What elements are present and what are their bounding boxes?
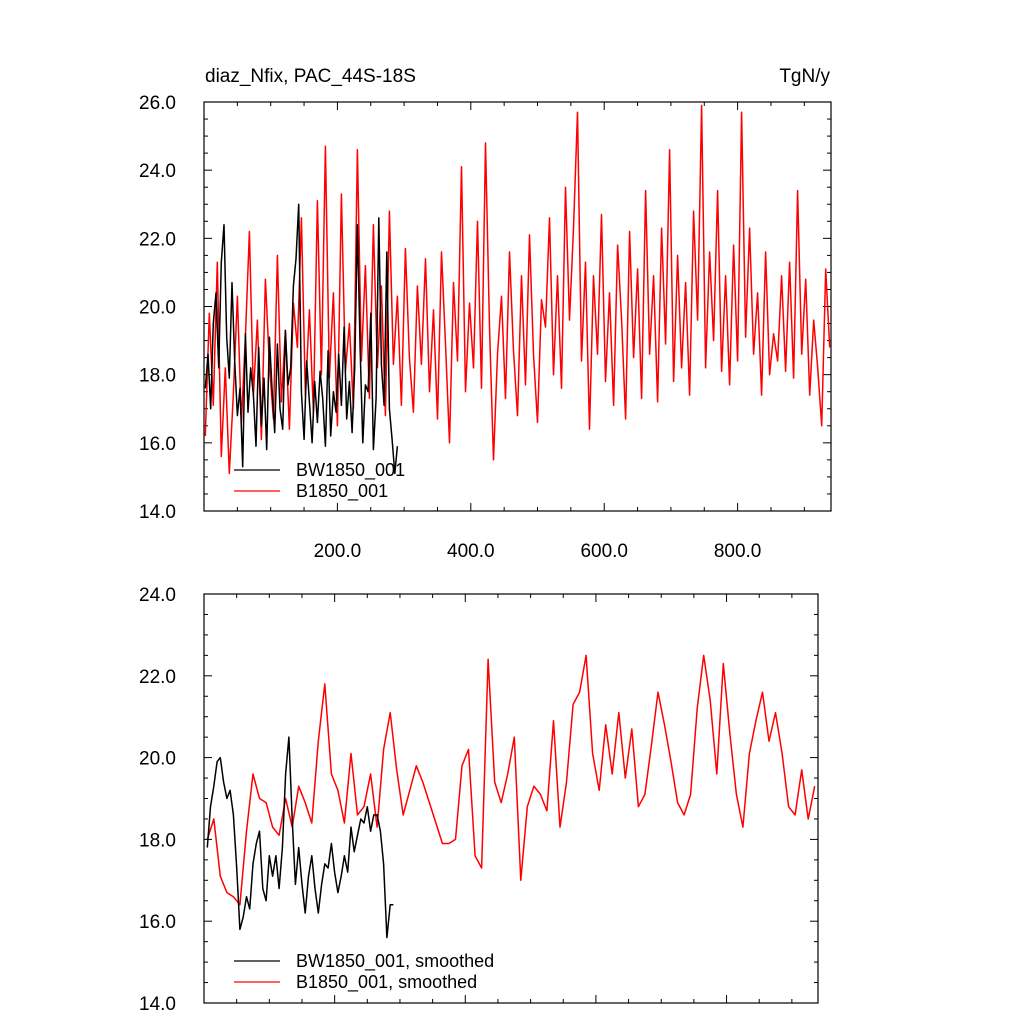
bottom-series-group	[206, 654, 816, 939]
top-ytick-label: 22.0	[139, 229, 176, 250]
bottom-ytick-label: 24.0	[139, 585, 176, 606]
legend-label-bw1850-smoothed: BW1850_001, smoothed	[296, 951, 494, 972]
top-ytick-label: 24.0	[139, 161, 176, 182]
bottom-ytick-label: 22.0	[139, 667, 176, 688]
legend-label-bw1850: BW1850_001	[296, 460, 405, 481]
top-ytick-label: 18.0	[139, 366, 176, 387]
top-legend: BW1850_001 B1850_001	[234, 460, 405, 502]
bottom-series-line-0	[206, 736, 394, 939]
bottom-ytick-label: 16.0	[139, 912, 176, 933]
top-ytick-label: 16.0	[139, 434, 176, 455]
bottom-ytick-label: 14.0	[139, 994, 176, 1015]
top-series-line-0	[204, 203, 399, 475]
top-x-axis: 200.0 400.0 600.0 800.0	[236, 102, 805, 562]
legend-label-b1850: B1850_001	[296, 481, 388, 502]
top-xtick-label: 600.0	[580, 541, 628, 562]
top-plot-units: TgN/y	[779, 66, 830, 87]
top-y-axis: 14.0 16.0 18.0 20.0 22.0 24.0 26.0	[139, 93, 831, 523]
top-ytick-label: 14.0	[139, 502, 176, 523]
top-xtick-label: 400.0	[447, 541, 495, 562]
legend-label-b1850-smoothed: B1850_001, smoothed	[296, 972, 477, 993]
bottom-ytick-label: 18.0	[139, 830, 176, 851]
top-plot-title: diaz_Nfix, PAC_44S-18S	[205, 66, 416, 87]
top-ytick-label: 26.0	[139, 93, 176, 114]
bottom-y-axis: 14.0 16.0 18.0 20.0 22.0 24.0	[139, 585, 818, 1015]
top-xtick-label: 200.0	[314, 541, 362, 562]
bottom-ytick-label: 20.0	[139, 749, 176, 770]
top-series-group	[204, 104, 831, 475]
bottom-legend: BW1850_001, smoothed B1850_001, smoothed	[234, 951, 494, 993]
bottom-series-line-1	[206, 654, 816, 906]
bottom-plot: 14.0 16.0 18.0 20.0 22.0 24.0 BW1850_001, smo…	[139, 585, 819, 1015]
top-ytick-label: 20.0	[139, 298, 176, 319]
top-plot: diaz_Nfix, PAC_44S-18S TgN/y 14.0 16.0 18.…	[139, 66, 832, 562]
top-series-line-1	[204, 104, 831, 475]
bottom-x-axis	[236, 594, 793, 1003]
top-xtick-label: 800.0	[714, 541, 762, 562]
